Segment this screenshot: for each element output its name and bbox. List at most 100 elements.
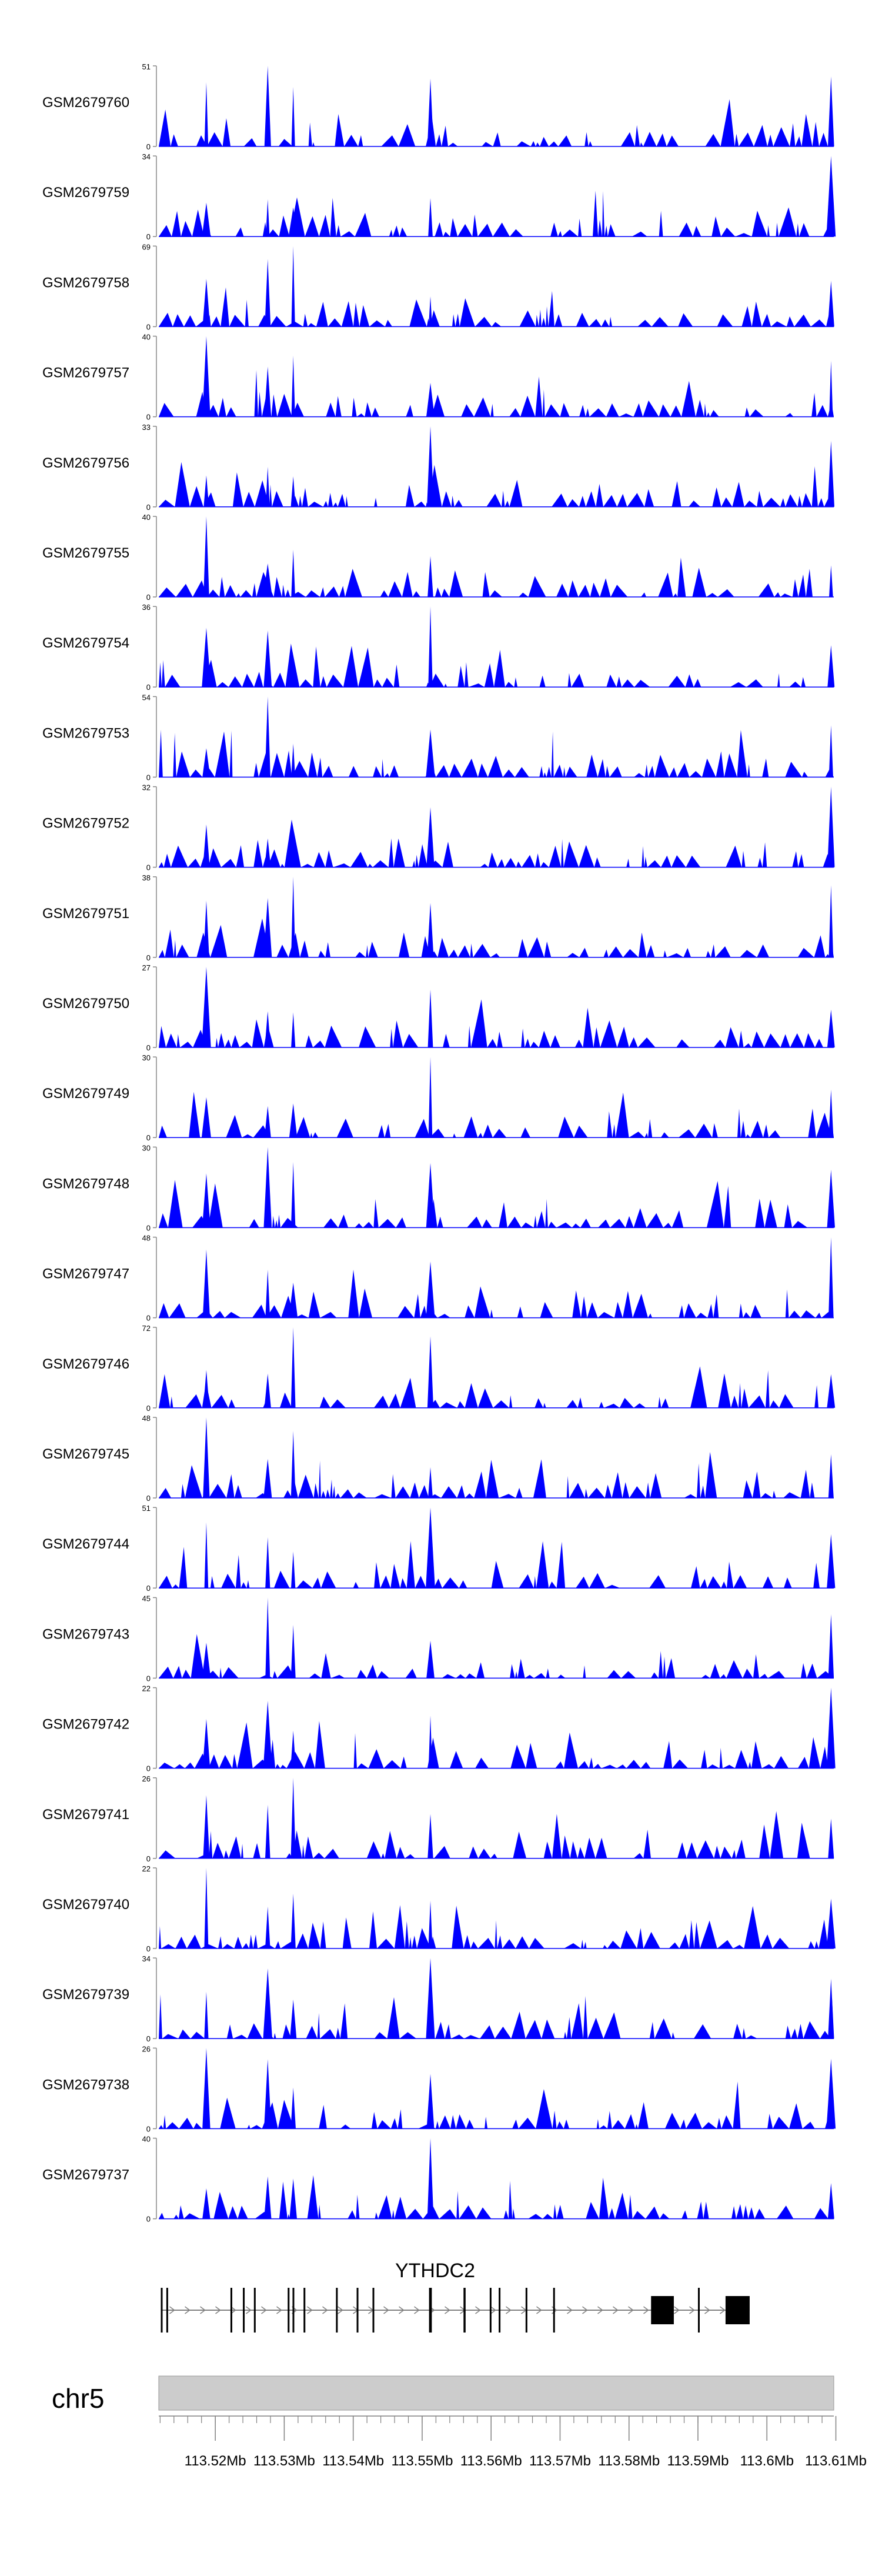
gene-exon [166,2288,168,2333]
gene-exon [725,2296,750,2324]
coverage-peak [264,838,271,867]
coverage-area [159,1811,834,1858]
coverage-peak [427,1336,434,1408]
track-gsm2679740: GSM2679740 22 0 [42,1864,836,1953]
coverage-peak [203,1795,210,1858]
y-min-label: 0 [146,2034,151,2043]
coverage-peak [827,1534,836,1589]
y-min-label: 0 [146,142,151,151]
coverage-peak [289,2178,297,2219]
coverage-peak [204,1522,209,1589]
coverage-peak [826,1898,836,1948]
coverage-peak [428,1057,433,1138]
coverage-peak [428,1716,433,1769]
coverage-peak [290,1162,296,1228]
track-gsm2679756: GSM2679756 33 0 [42,423,834,512]
coverage-peak [427,2138,434,2219]
track-gsm2679739: GSM2679739 34 0 [42,1954,834,2043]
coverage-peak [428,296,433,327]
track-gsm2679743: GSM2679743 45 0 [42,1594,834,1683]
coverage-peak [202,967,211,1047]
y-max-label: 72 [142,1324,151,1333]
coverage-peak [827,441,834,507]
coverage-peak [291,86,295,146]
coverage-peak [265,1906,270,1948]
y-max-label: 40 [142,333,151,342]
track-label: GSM2679750 [42,996,129,1012]
track-gsm2679741: GSM2679741 26 0 [42,1774,834,1863]
y-max-label: 40 [142,2135,151,2144]
coverage-area [159,643,834,688]
coverage-peak [289,1282,298,1318]
coverage-peak [264,2176,272,2219]
tick-label: 113.61Mb [805,2453,867,2469]
coverage-peak [426,807,435,867]
coverage-area [159,462,834,507]
y-min-label: 0 [146,593,151,602]
coverage-peak [202,1173,211,1228]
coverage-area [159,729,834,778]
coverage-peak [291,355,295,417]
track-label: GSM2679748 [42,1176,129,1192]
coverage-area [159,99,834,146]
y-min-label: 0 [146,1223,151,1232]
track-gsm2679755: GSM2679755 40 0 [42,513,834,602]
tick-label: 113.52Mb [185,2453,246,2469]
chromosome-ideogram [158,2375,834,2411]
tick-label: 113.54Mb [322,2453,384,2469]
coverage-peak [829,361,833,417]
coverage-peak [427,903,434,957]
coverage-peak [826,156,836,237]
coverage-peak [201,1097,211,1138]
track-label: GSM2679749 [42,1086,129,1102]
coverage-peak [829,565,833,597]
track-label: GSM2679737 [42,2167,129,2183]
tick-label: 113.58Mb [598,2453,660,2469]
coverage-peak [204,82,209,146]
coverage-peak [428,1467,433,1498]
y-min-label: 0 [146,503,151,512]
coverage-area [159,819,834,867]
coverage-peak [828,1978,834,2039]
coverage-peak [202,336,211,417]
coverage-peak [263,1701,272,1769]
coverage-peak [827,645,835,688]
coverage-area [159,2081,834,2129]
gene-exon [303,2288,306,2333]
gene-exon [651,2296,674,2324]
strand-arrow [230,2306,236,2314]
tick-label: 113.59Mb [667,2453,729,2469]
gene-exon [243,2288,245,2333]
track-label: GSM2679738 [42,2077,129,2093]
track-gsm2679738: GSM2679738 26 0 [42,2044,836,2133]
coverage-peak [265,466,270,507]
y-min-label: 0 [146,1764,151,1773]
strand-arrow [704,2306,710,2314]
coverage-area [159,287,834,327]
coverage-peak [426,729,435,778]
strand-arrow [185,2306,191,2314]
coverage-peak [263,898,272,957]
gene-exon [429,2288,432,2333]
y-max-label: 32 [142,783,151,792]
y-min-label: 0 [146,863,151,872]
coverage-peak [291,549,295,597]
strand-arrow [307,2306,313,2314]
coverage-peak [290,2087,296,2129]
coverage-area [159,1269,834,1318]
y-min-label: 0 [146,1854,151,1863]
strand-arrow [338,2306,343,2314]
y-max-label: 26 [142,1774,151,1783]
coverage-area [159,1451,834,1498]
tick-label: 113.55Mb [391,2453,453,2469]
track-gsm2679751: GSM2679751 38 0 [42,873,834,962]
coverage-peak [426,1958,435,2039]
coverage-peak [265,696,270,778]
y-min-label: 0 [146,1043,151,1052]
tick-label: 113.57Mb [529,2453,591,2469]
coverage-peak [203,900,209,957]
coverage-peak [828,1454,834,1498]
y-min-label: 0 [146,1674,151,1683]
track-label: GSM2679747 [42,1266,129,1282]
y-max-label: 48 [142,1234,151,1243]
